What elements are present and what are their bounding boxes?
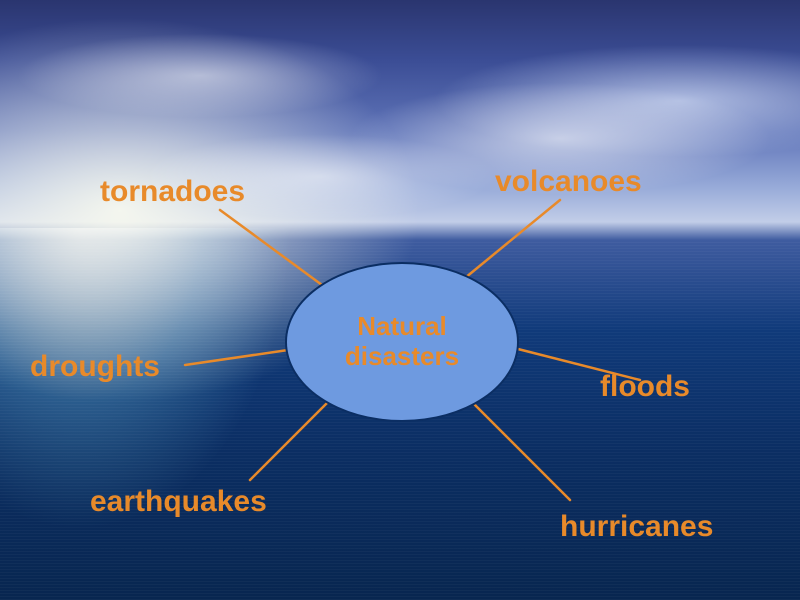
center-label-line2: disasters [345,342,459,372]
spoke-label-earthquakes: earthquakes [90,485,267,519]
background-clouds [0,0,800,252]
center-node: Natural disasters [285,262,519,422]
center-label-line1: Natural [345,312,459,342]
spoke-label-floods: floods [600,370,690,404]
spoke-label-volcanoes: volcanoes [495,165,642,199]
spoke-label-droughts: droughts [30,350,160,384]
center-label: Natural disasters [345,312,459,372]
spoke-label-tornadoes: tornadoes [100,175,245,209]
spoke-label-hurricanes: hurricanes [560,510,713,544]
diagram-canvas: Natural disasters tornadoes volcanoes dr… [0,0,800,600]
